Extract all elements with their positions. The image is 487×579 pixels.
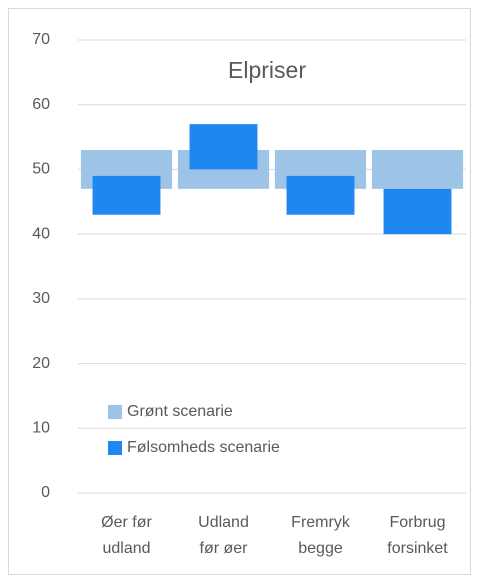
y-tick-label: 70	[32, 31, 50, 48]
x-tick-label: Udland	[198, 514, 249, 531]
y-tick-label: 40	[32, 225, 50, 242]
marks	[80, 124, 464, 235]
y-tick-label: 30	[32, 290, 50, 307]
y-tick-label: 20	[32, 355, 50, 372]
x-tick-label: Fremryk	[291, 514, 351, 531]
y-tick-label: 60	[32, 96, 50, 113]
legend-label: Grønt scenarie	[127, 403, 233, 420]
legend-swatch	[108, 405, 122, 419]
x-tick-label: Forbrug	[389, 514, 445, 531]
x-tick-label: udland	[102, 540, 150, 557]
range-bar	[383, 188, 452, 235]
range-bar	[189, 124, 258, 170]
x-tick-label: Øer før	[101, 514, 152, 531]
labels: 0 10 20 30 40 50 60 70 Grønt scenarie Følsomheds …	[32, 31, 448, 557]
x-tick-label: begge	[298, 540, 343, 557]
y-tick-label: 10	[32, 420, 50, 437]
range-bar	[286, 175, 355, 215]
y-tick-label: 0	[41, 484, 50, 501]
y-tick-label: 50	[32, 161, 50, 178]
legend-label: Følsomheds scenarie	[127, 439, 280, 456]
range-bar	[371, 150, 464, 189]
range-bar	[92, 175, 161, 215]
x-tick-label: før øer	[200, 540, 249, 557]
chart-title: Elpriser	[228, 57, 306, 83]
chart-frame	[8, 8, 471, 575]
x-tick-label: forsinket	[387, 540, 448, 557]
legend-swatch	[108, 441, 122, 455]
